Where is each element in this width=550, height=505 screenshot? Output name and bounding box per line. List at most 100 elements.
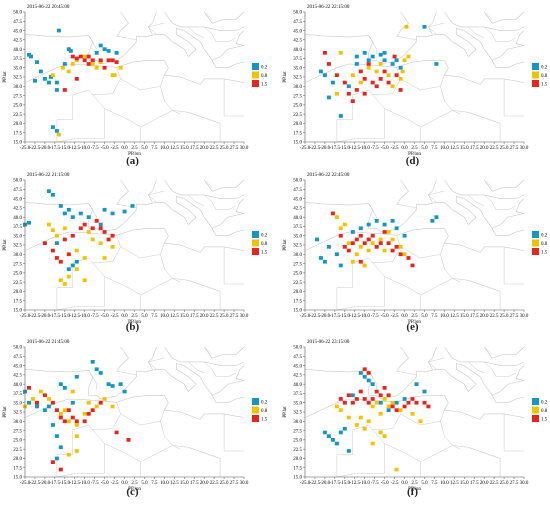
x-tick-label: -10.0 (80, 481, 91, 486)
x-tick-label: -15.0 (60, 314, 71, 319)
coastline (483, 346, 525, 359)
data-point (394, 467, 399, 472)
data-point (338, 233, 343, 238)
data-point (106, 237, 111, 242)
legend-swatch (252, 231, 259, 238)
data-point (98, 241, 103, 245)
y-tick-label: 15.0 (293, 141, 302, 146)
data-point (366, 419, 371, 424)
data-point (66, 274, 71, 279)
data-point (358, 233, 363, 238)
coastline (515, 198, 525, 214)
country-border (372, 94, 461, 128)
country-border (336, 276, 385, 311)
data-point (74, 374, 79, 379)
x-tick-label: 30.0 (240, 481, 249, 486)
country-border (56, 276, 105, 311)
chart-svg: 2015-06-22 22:45:00-25.0 -22.5 -20.0 -17.5-… (283, 173, 548, 325)
country-border (223, 413, 244, 452)
data-point (378, 400, 383, 405)
coastline (304, 362, 525, 400)
country-border (147, 357, 165, 370)
x-tick-label: -10.0 (80, 146, 91, 151)
legend-label: 0.8 (541, 242, 548, 247)
data-point (98, 226, 103, 231)
country-border (427, 357, 445, 370)
country-border (368, 35, 377, 55)
x-tick-label: -2.5 (111, 481, 119, 486)
x-tick-label: 15.0 (460, 314, 469, 319)
data-point (430, 219, 435, 223)
x-tick-label: 7.5 (431, 146, 438, 151)
legend-label: 0.8 (261, 74, 268, 79)
data-point (334, 404, 339, 409)
data-point (338, 263, 343, 268)
x-tick-label: -15.0 (60, 481, 71, 486)
data-point (390, 62, 395, 66)
panel-title: 2015-06-22 23:15:00 (307, 340, 350, 345)
y-tick-label: 27.5 (293, 262, 302, 267)
data-point (362, 241, 367, 245)
data-point (86, 215, 91, 219)
x-tick-label: 27.5 (510, 146, 519, 151)
country-border (400, 243, 445, 259)
data-point (342, 80, 347, 85)
country-border (56, 108, 105, 143)
x-tick-label: 10.0 (160, 481, 169, 486)
data-point (62, 237, 67, 242)
country-border (396, 370, 417, 376)
data-point (330, 211, 335, 216)
legend-label: 0.2 (261, 233, 268, 238)
x-tick-label: -7.5 (371, 314, 379, 319)
y-tick-label: 32.5 (13, 76, 22, 81)
x-tick-label: 22.5 (210, 314, 219, 319)
panel-label: (c) (126, 486, 139, 498)
country-border (352, 235, 401, 264)
data-point (390, 237, 395, 242)
y-tick-label: 47.5 (293, 188, 302, 193)
data-point (362, 77, 367, 81)
x-tick-label: 27.5 (510, 481, 519, 486)
data-point (35, 404, 39, 409)
country-border (368, 370, 377, 390)
country-border (468, 112, 501, 124)
data-point (56, 28, 61, 33)
data-point (74, 267, 79, 271)
data-point (394, 58, 399, 63)
country-border (440, 86, 453, 111)
x-tick-label: 15.0 (180, 314, 189, 319)
x-tick-label: 17.5 (190, 146, 199, 151)
y-tick-label: 27.5 (293, 429, 302, 434)
country-border (352, 67, 401, 96)
y-tick-label: 20.0 (293, 290, 302, 295)
x-tick-label: 0.0 (401, 481, 408, 486)
legend: 0.2 0.8 1.5 (532, 63, 548, 87)
data-point (94, 51, 99, 55)
data-point (74, 419, 79, 424)
x-tick-label: -25.0 (20, 481, 31, 486)
y-tick-label: 17.5 (293, 299, 302, 304)
data-point (386, 393, 391, 398)
data-point (378, 241, 383, 245)
data-point (50, 228, 55, 232)
legend-swatch (252, 80, 259, 87)
data-point (90, 237, 95, 242)
country-border (400, 75, 445, 91)
y-tick-label: 37.5 (293, 57, 302, 62)
data-point (398, 252, 403, 257)
data-point (58, 412, 63, 416)
data-point (318, 256, 323, 260)
panel-title: 2015-06-22 20:45:00 (27, 5, 70, 10)
legend-label: 1.5 (261, 250, 268, 255)
y-axis-label: PP.lat (283, 71, 288, 83)
data-point (366, 400, 371, 405)
x-axis-label: PP.lon (408, 487, 421, 492)
data-point (370, 233, 375, 238)
country-border (503, 246, 524, 285)
x-tick-label: 7.5 (151, 314, 158, 319)
coastline (396, 11, 409, 37)
coastline (24, 195, 245, 233)
country-border (72, 235, 121, 264)
x-axis-label: PP.lon (408, 152, 421, 157)
chart-panel-b: 2015-06-22 21:15:00 -25.0 -22.5 -20.0 -17.5-… (0, 168, 268, 333)
